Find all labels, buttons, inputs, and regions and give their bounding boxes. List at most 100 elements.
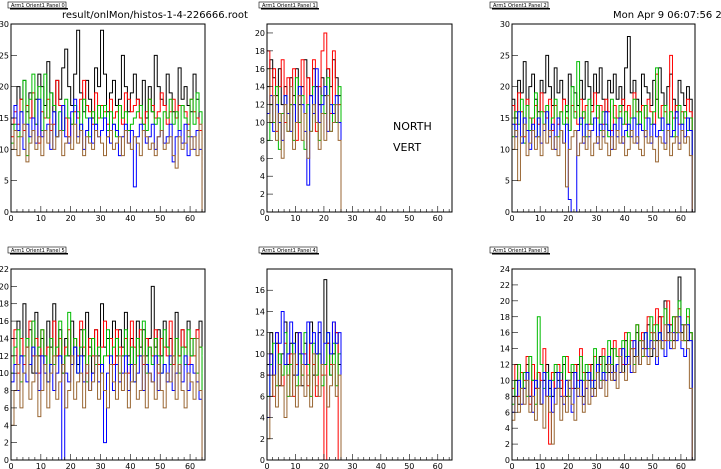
x-tick-label: 20: [66, 462, 76, 469]
file-path-label: result/onlMon/histos-1-4-226666.root: [62, 10, 248, 21]
x-tick-label: 10: [290, 462, 300, 469]
x-tick-label: 60: [676, 214, 686, 223]
y-tick-label: 10: [0, 145, 9, 154]
y-tick-label: 6: [260, 392, 265, 401]
x-tick-label: 60: [185, 214, 195, 223]
y-tick-label: 18: [255, 47, 265, 56]
plot-frame: [10, 268, 206, 461]
x-tick-label: 20: [319, 462, 329, 469]
x-tick-label: 30: [347, 214, 357, 223]
series-line-black: [511, 276, 695, 461]
series-line-brown: [266, 68, 344, 213]
y-tick-label: 0: [4, 456, 9, 465]
timestamp-label: Mon Apr 9 06:07:56 2007: [613, 10, 721, 21]
x-tick-label: 10: [36, 214, 46, 223]
panel-title: Arm1 Orient1 Panel 0: [11, 3, 65, 9]
y-tick-label: 20: [500, 297, 510, 306]
histogram-panel-2: Arm1 Orient1 Panel 2 0 10 20 30 40 50 60 0 5 10 15 2…: [489, 1, 696, 223]
x-tick-label: 40: [620, 462, 630, 469]
plot-frame: [511, 268, 696, 461]
x-tick-label: 40: [376, 214, 386, 223]
x-tick-label: 20: [66, 214, 76, 223]
y-tick-label: 2: [260, 435, 265, 444]
x-tick-label: 10: [290, 214, 300, 223]
x-tick-label: 0: [509, 462, 514, 469]
y-tick-label: 20: [0, 282, 9, 291]
y-tick-label: 0: [260, 456, 265, 465]
y-tick-label: 5: [505, 177, 510, 186]
y-tick-label: 8: [4, 387, 9, 396]
histogram-panel-5: Arm1 Orient1 Panel 30 10 20 30 40 50 600246810…: [489, 246, 696, 469]
series-line-brown: [511, 123, 695, 213]
y-tick-label: 10: [0, 369, 9, 378]
series-line-blue: [10, 346, 205, 461]
panel-title-shadow: [492, 8, 550, 10]
panel-title: Arm1 Orient1 Panel 3: [493, 248, 547, 254]
histogram-panel-0: Arm1 Orient1 Panel 0 0 10 20 30 40 50 60 0 5 10 15 2…: [0, 1, 206, 223]
histogram-panel-3: Arm1 Orient1 Panel 5 0 10 20 30 40 50 60 0 2 4 6 8 10…: [0, 246, 206, 469]
panel-title: Arm1 Orient1 Panel 5: [11, 248, 65, 254]
y-tick-label: 30: [500, 20, 510, 29]
y-tick-label: 4: [260, 172, 265, 181]
series-line-red: [511, 54, 695, 213]
y-tick-label: 12: [255, 101, 265, 110]
y-tick-label: 10: [255, 350, 265, 359]
series-line-blue: [10, 98, 205, 213]
y-tick-label: 22: [0, 265, 9, 274]
panel-title: Arm1 Orient1 Panel 4: [262, 248, 316, 254]
x-tick-label: 30: [591, 214, 601, 223]
x-tick-label: 30: [347, 462, 357, 469]
y-tick-label: 15: [0, 114, 9, 123]
y-tick-label: 4: [505, 424, 510, 433]
series-line-black: [511, 36, 695, 213]
x-tick-label: 10: [535, 214, 545, 223]
y-tick-label: 2: [4, 439, 9, 448]
series-line-green: [10, 311, 205, 461]
panel-title-shadow: [10, 253, 68, 255]
series-line-brown: [10, 337, 205, 461]
x-tick-label: 40: [125, 462, 135, 469]
y-tick-label: 10: [255, 118, 265, 127]
series-line-blue: [511, 111, 695, 213]
y-tick-label: 18: [500, 313, 510, 322]
y-tick-label: 14: [255, 307, 265, 316]
y-tick-label: 18: [0, 300, 9, 309]
panel-title: Arm1 Orient1 Panel 2: [493, 3, 547, 9]
series-line-brown: [511, 316, 695, 461]
y-tick-label: 16: [255, 65, 265, 74]
x-tick-label: 40: [620, 214, 630, 223]
y-tick-label: 20: [0, 83, 9, 92]
y-tick-label: 12: [255, 329, 265, 338]
x-tick-label: 60: [185, 462, 195, 469]
x-tick-label: 10: [535, 462, 545, 469]
y-tick-label: 16: [0, 317, 9, 326]
histogram-panel-1: Arm1 Orient1 Panel 1 0 10 20 30 40 50 60 0 2 4 6 8 10…: [255, 1, 453, 223]
x-tick-label: 0: [8, 214, 13, 223]
y-tick-label: 0: [505, 456, 510, 465]
y-tick-label: 4: [4, 421, 9, 430]
x-tick-label: 60: [676, 462, 686, 469]
y-tick-label: 6: [4, 404, 9, 413]
plot-frame: [266, 268, 453, 461]
plot-frame: [266, 23, 453, 213]
x-tick-label: 40: [125, 214, 135, 223]
y-tick-label: 16: [500, 329, 510, 338]
orientation-label: VERT: [393, 141, 422, 154]
y-tick-label: 2: [505, 440, 510, 449]
y-tick-label: 25: [500, 51, 510, 60]
y-tick-label: 0: [4, 208, 9, 217]
x-tick-label: 60: [433, 462, 443, 469]
y-tick-label: 5: [4, 177, 9, 186]
panel-title: Arm1 Orient1 Panel 1: [262, 3, 316, 9]
y-tick-label: 12: [0, 352, 9, 361]
panel-title-shadow: [10, 8, 68, 10]
x-tick-label: 50: [155, 462, 165, 469]
x-tick-label: 40: [376, 462, 386, 469]
series-line-green: [266, 332, 344, 461]
y-tick-label: 8: [260, 371, 265, 380]
x-tick-label: 20: [563, 214, 573, 223]
y-tick-label: 22: [500, 281, 510, 290]
y-tick-label: 6: [505, 408, 510, 417]
y-tick-label: 15: [500, 114, 510, 123]
y-tick-label: 14: [255, 83, 265, 92]
